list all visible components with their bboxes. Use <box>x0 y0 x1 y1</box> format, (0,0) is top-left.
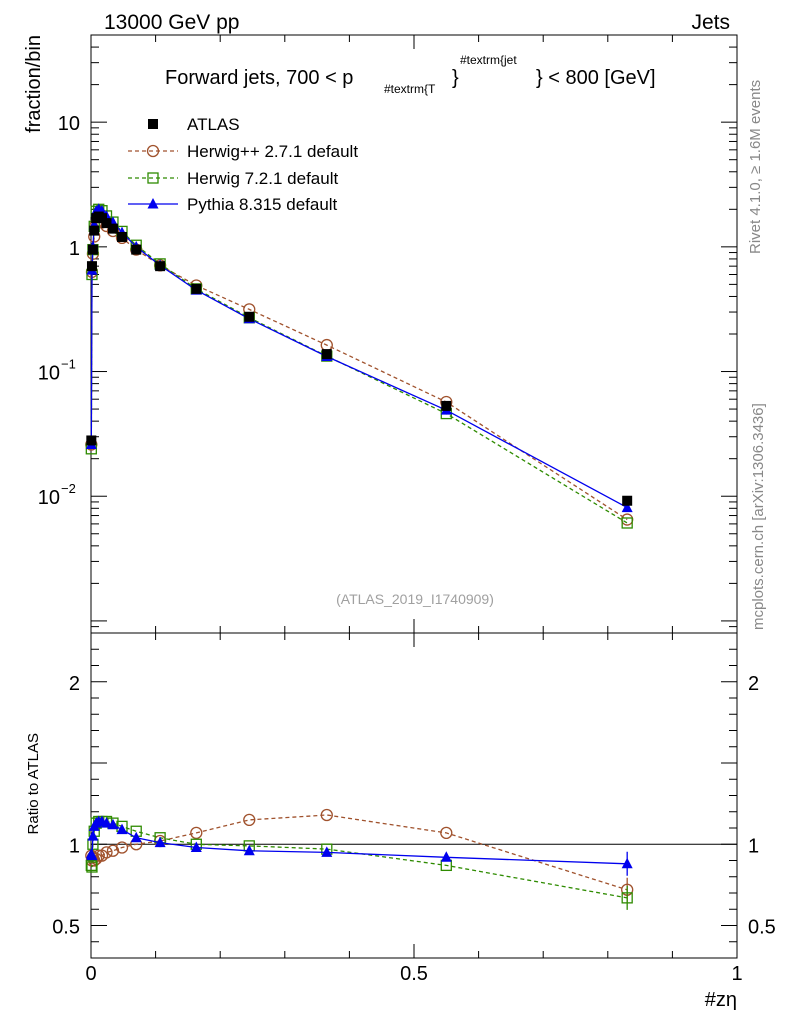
data-point <box>155 261 166 272</box>
plot-title: Forward jets, 700 < p #textrm{T } #textr… <box>165 53 656 96</box>
mcplots-label: mcplots.cern.ch [arXiv:1306.3436] <box>750 403 767 630</box>
ratio-line <box>90 820 628 899</box>
ratio-point <box>100 846 113 859</box>
ratio-point <box>320 808 333 822</box>
y-axis-label: fraction/bin <box>23 35 45 133</box>
ratio-series-herwig-2-7-1-default <box>85 808 634 902</box>
y-tick-label-exponent: −1 <box>61 357 76 372</box>
ratio-point <box>87 830 99 841</box>
ratio-frame <box>90 632 738 959</box>
rivet-label: Rivet 4.1.0, ≥ 1.6M events <box>747 80 764 254</box>
ratio-point <box>440 851 452 862</box>
ratio-point <box>440 826 453 840</box>
data-point <box>87 244 98 255</box>
series-line <box>90 208 628 509</box>
series-pythia-8-315-default <box>85 203 633 513</box>
title-brace: } <box>452 67 459 89</box>
x-tick-label: 0 <box>85 963 96 985</box>
ratio-tick-label-right: 2 <box>748 673 759 695</box>
ratio-series-pythia-8-315-default <box>85 815 633 876</box>
legend-marker <box>146 144 160 158</box>
x-tick-label: 0.5 <box>400 963 428 985</box>
title-sup: #textrm{jet <box>460 53 517 67</box>
ratio-tick-label-right: 0.5 <box>748 917 776 939</box>
legend-marker <box>147 198 159 209</box>
legend-item: Pythia 8.315 default <box>128 195 338 214</box>
ratio-tick-label: 0.5 <box>52 917 80 939</box>
title-end: } < 800 [GeV] <box>536 67 656 89</box>
y-tick-label: 10 <box>38 363 60 385</box>
y-tick-label: 10 <box>38 487 60 509</box>
ratio-tick-label: 1 <box>69 835 80 857</box>
ratio-point <box>107 818 119 830</box>
series-herwig-2-7-1-default <box>85 214 634 526</box>
ratio-series-herwig-7-2-1-default <box>85 815 633 910</box>
series-atlas <box>86 211 633 506</box>
data-point <box>622 495 633 506</box>
data-point <box>621 517 633 529</box>
data-point <box>86 261 97 272</box>
y-tick-label-exponent: −2 <box>61 481 76 496</box>
legend-label: Herwig++ 2.7.1 default <box>187 142 358 161</box>
data-point <box>117 231 128 242</box>
ratio-point <box>86 849 98 861</box>
data-point <box>621 501 633 513</box>
data-point <box>131 244 142 255</box>
series-herwig-7-2-1-default <box>85 203 633 529</box>
legend-marker <box>148 119 158 129</box>
ratio-point <box>154 836 166 848</box>
ratio-point <box>106 844 120 857</box>
ratio-point <box>190 826 203 840</box>
ratio-series-group <box>85 808 634 910</box>
data-point <box>191 283 202 294</box>
header-left: 13000 GeV pp <box>104 11 239 34</box>
data-point <box>321 349 332 360</box>
ratio-point <box>101 817 113 828</box>
data-point <box>101 218 112 229</box>
title-sub: #textrm{T <box>384 82 436 96</box>
x-axis-label: #zη <box>705 989 737 1011</box>
ratio-point <box>130 831 142 843</box>
series-line <box>90 208 628 524</box>
legend-item: Herwig 7.2.1 default <box>128 169 338 188</box>
ratio-y-axis-label: Ratio to ATLAS <box>25 733 42 834</box>
legend: ATLAS Herwig++ 2.7.1 default Herwig 7.2.1 … <box>128 115 358 214</box>
ratio-point <box>321 846 333 857</box>
analysis-watermark: (ATLAS_2019_I1740909) <box>336 591 494 607</box>
ratio-point <box>190 841 202 852</box>
main-series-group <box>85 203 634 529</box>
data-point <box>441 400 452 411</box>
ratio-point <box>115 841 129 854</box>
ratio-tick-label: 2 <box>69 673 80 695</box>
ratio-point <box>243 844 255 856</box>
ratio-line <box>90 820 628 865</box>
header-right: Jets <box>691 11 730 34</box>
ratio-point <box>116 823 128 835</box>
legend-item: Herwig++ 2.7.1 default <box>128 142 358 161</box>
ratio-point <box>243 813 256 827</box>
legend-label: Pythia 8.315 default <box>187 195 338 214</box>
series-line <box>90 219 628 521</box>
data-point <box>96 213 107 224</box>
legend-item: ATLAS <box>148 115 240 134</box>
data-point <box>107 223 118 234</box>
data-point <box>89 225 100 236</box>
y-tick-label: 10 <box>58 113 80 135</box>
legend-marker <box>147 172 159 184</box>
ratio-line <box>90 814 628 891</box>
ratio-point <box>621 892 633 904</box>
y-tick-label: 1 <box>69 238 80 260</box>
legend-label: Herwig 7.2.1 default <box>187 169 338 188</box>
data-point <box>244 311 255 322</box>
ratio-point <box>86 861 98 873</box>
legend-label: ATLAS <box>187 115 240 134</box>
ratio-point <box>621 857 633 869</box>
data-point <box>86 435 97 446</box>
title-main: Forward jets, 700 < p <box>165 67 353 89</box>
ratio-tick-label-right: 1 <box>748 835 759 857</box>
x-tick-label: 1 <box>731 963 742 985</box>
